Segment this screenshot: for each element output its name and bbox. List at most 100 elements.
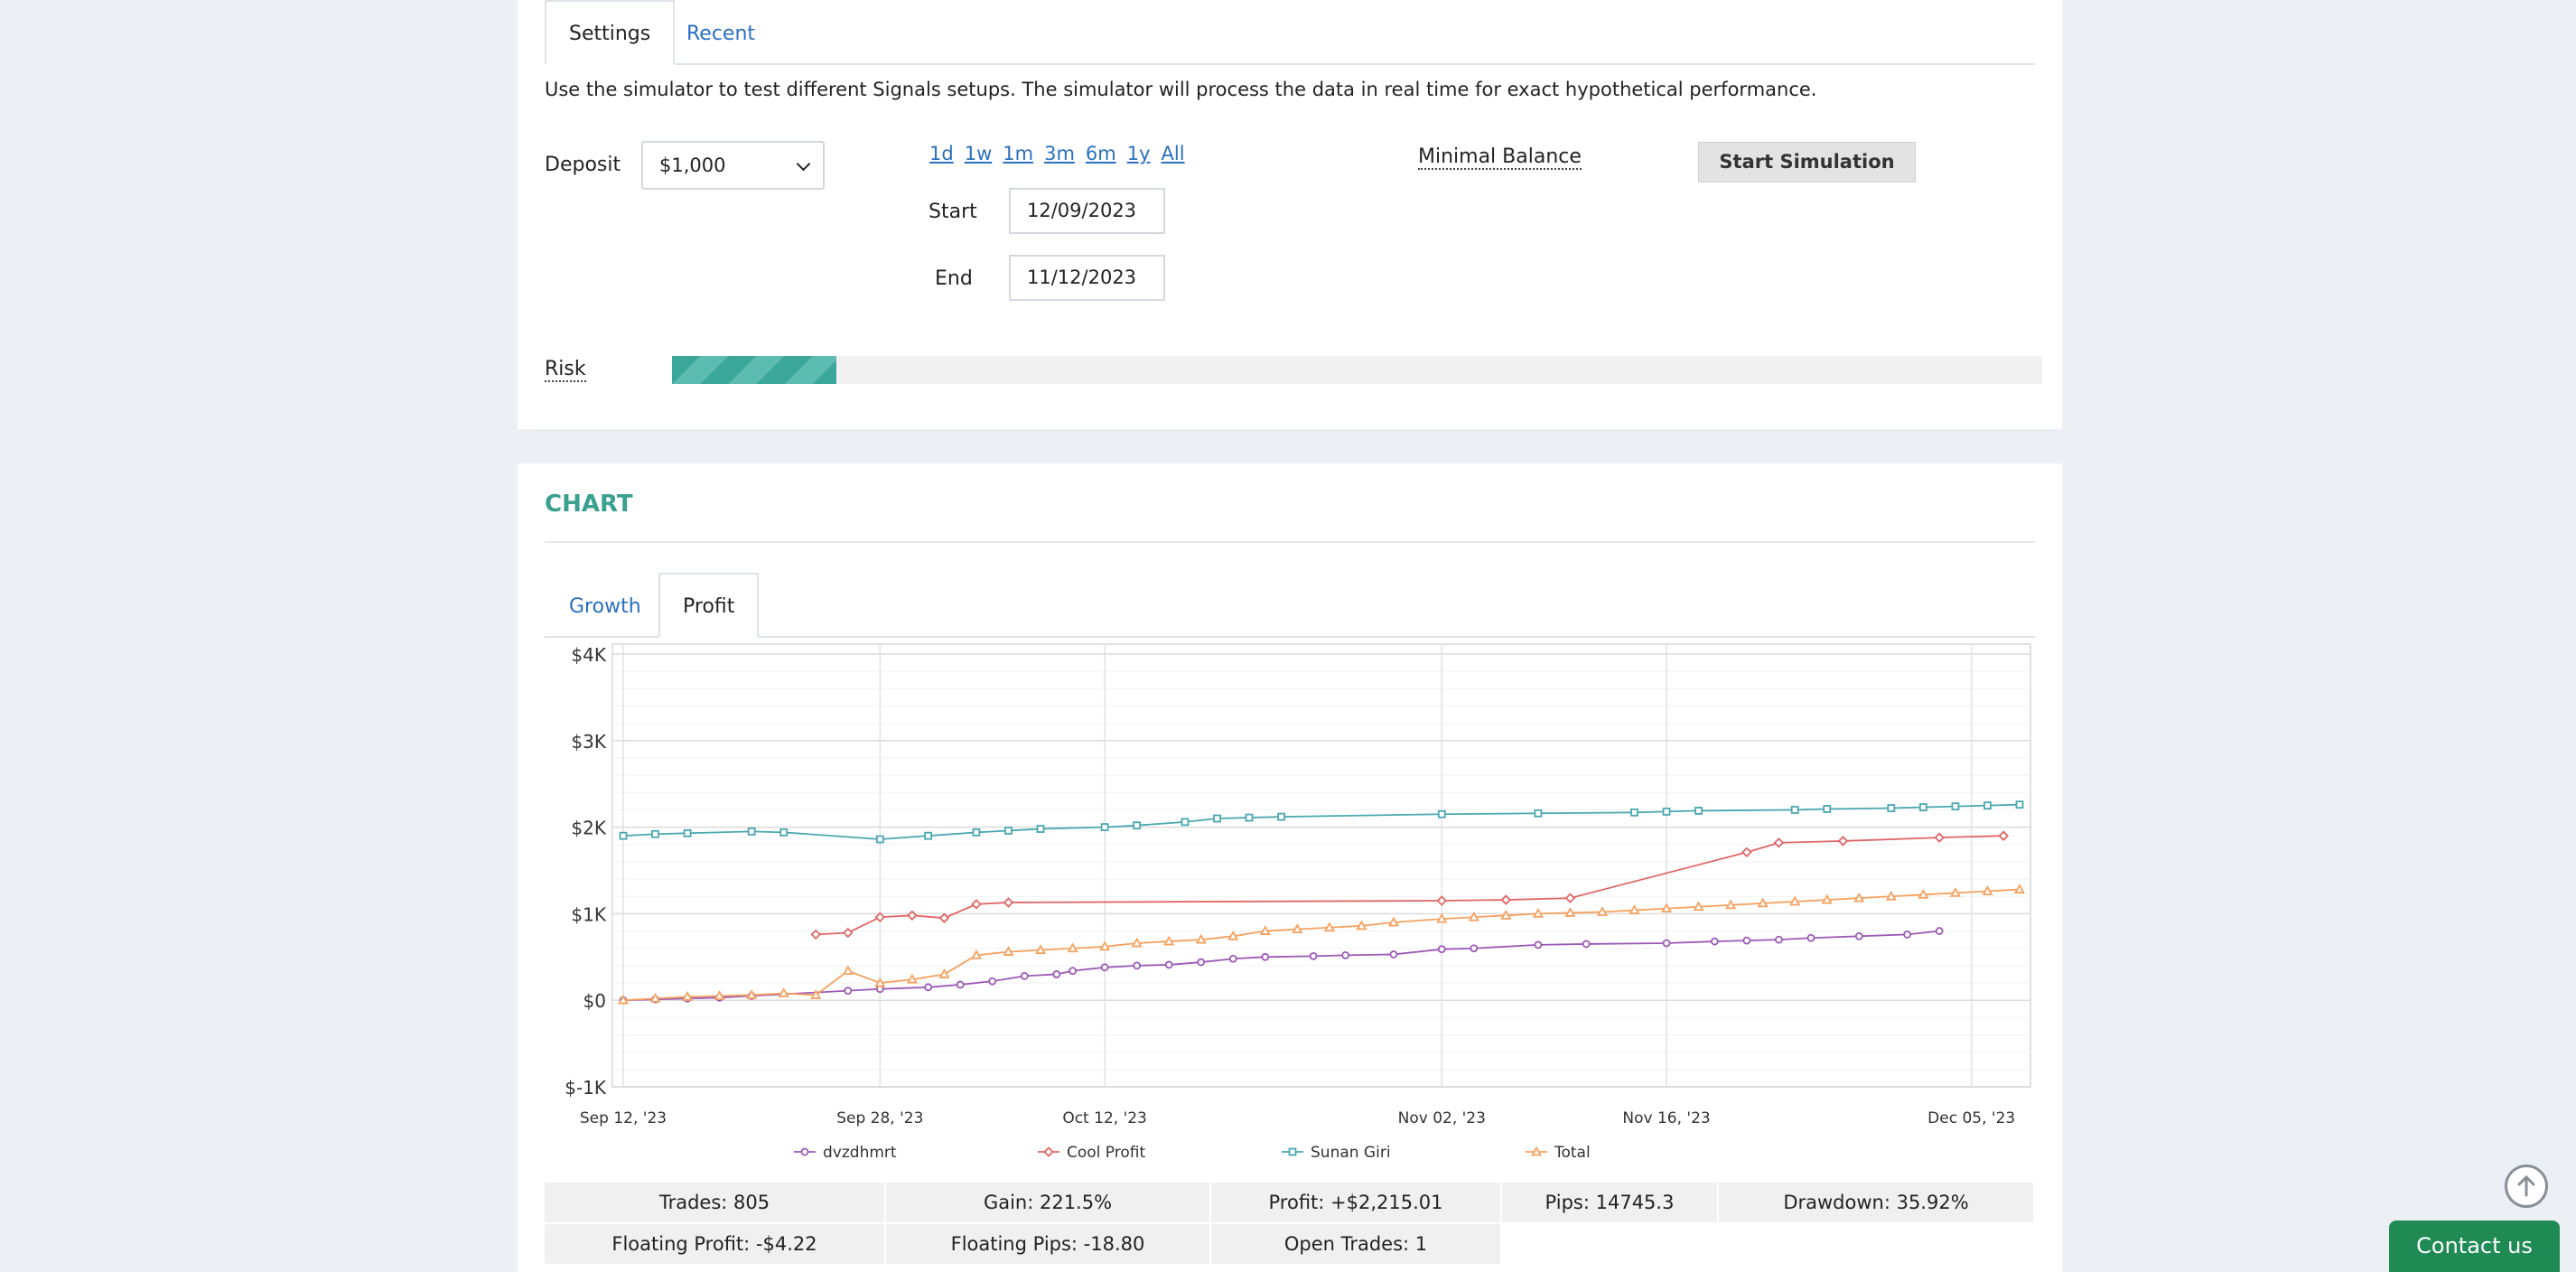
arrow-up-circle-icon[interactable] bbox=[2505, 1164, 2548, 1208]
simulator-description: Use the simulator to test different Sign… bbox=[545, 79, 1817, 100]
data-point-total bbox=[1500, 909, 1512, 920]
period-6m[interactable]: 6m bbox=[1085, 143, 1116, 164]
data-point-sunan-giri bbox=[1951, 802, 1960, 811]
period-1m[interactable]: 1m bbox=[1003, 143, 1034, 164]
data-point-total bbox=[1356, 920, 1367, 931]
data-point-sunan-giri bbox=[1534, 809, 1543, 818]
minimal-balance-label[interactable]: Minimal Balance bbox=[1418, 145, 1582, 170]
data-point-cool-profit bbox=[907, 910, 918, 921]
stats-table: Trades: 805 Gain: 221.5% Profit: +$2,215… bbox=[545, 1183, 2035, 1266]
data-point-sunan-giri bbox=[1630, 808, 1638, 817]
stats-row-1: Trades: 805 Gain: 221.5% Profit: +$2,215… bbox=[545, 1183, 2035, 1224]
data-point-dvzdhmrt bbox=[1742, 936, 1751, 945]
data-point-total bbox=[1661, 903, 1673, 913]
data-point-dvzdhmrt bbox=[924, 983, 933, 992]
risk-label[interactable]: Risk bbox=[545, 358, 586, 382]
data-point-total bbox=[2013, 884, 2026, 893]
data-point-total bbox=[1163, 935, 1175, 946]
chart-tabs: Growth Profit bbox=[545, 569, 2035, 638]
data-point-dvzdhmrt bbox=[1710, 937, 1719, 946]
contact-us-button[interactable]: Contact us bbox=[2389, 1221, 2560, 1272]
data-point-sunan-giri bbox=[1983, 801, 1992, 810]
data-point-total bbox=[874, 977, 886, 987]
data-point-dvzdhmrt bbox=[988, 977, 997, 986]
data-point-total bbox=[1468, 911, 1479, 921]
x-tick-label: Sep 12, '23 bbox=[580, 1109, 667, 1127]
data-point-sunan-giri bbox=[972, 828, 981, 837]
tab-profit[interactable]: Profit bbox=[658, 573, 760, 638]
tab-settings[interactable]: Settings bbox=[545, 0, 676, 65]
data-point-dvzdhmrt bbox=[1261, 952, 1270, 961]
tab-growth[interactable]: Growth bbox=[569, 595, 641, 618]
legend-label: Cool Profit bbox=[1067, 1144, 1145, 1162]
x-tick-label: Oct 12, '23 bbox=[1062, 1109, 1147, 1127]
start-label: Start bbox=[929, 201, 977, 223]
data-point-total bbox=[842, 965, 854, 976]
end-label: End bbox=[935, 267, 973, 290]
data-point-total bbox=[1323, 921, 1335, 932]
data-point-total bbox=[1821, 893, 1833, 904]
data-point-total bbox=[1003, 946, 1014, 956]
data-point-cool-profit bbox=[938, 912, 950, 923]
legend-item-dvzdhmrt: dvzdhmrt bbox=[794, 1144, 897, 1162]
data-point-cool-profit bbox=[1564, 893, 1576, 903]
start-simulation-button[interactable]: Start Simulation bbox=[1698, 142, 1916, 182]
data-point-dvzdhmrt bbox=[1020, 971, 1029, 980]
period-all[interactable]: All bbox=[1161, 143, 1185, 164]
data-point-total bbox=[1885, 890, 1897, 901]
legend-label: Total bbox=[1554, 1144, 1591, 1162]
data-point-total bbox=[1564, 907, 1576, 917]
data-point-cool-profit bbox=[843, 927, 854, 939]
data-point-total bbox=[810, 989, 822, 999]
chart-section-title: CHART bbox=[545, 491, 633, 518]
data-point-sunan-giri bbox=[2015, 800, 2024, 809]
start-date-input[interactable]: 12/09/2023 bbox=[1009, 188, 1165, 234]
period-1y[interactable]: 1y bbox=[1126, 143, 1151, 164]
data-point-sunan-giri bbox=[779, 828, 789, 837]
data-point-total bbox=[1725, 899, 1737, 910]
y-tick-label: $3K bbox=[571, 731, 606, 753]
data-point-dvzdhmrt bbox=[1662, 939, 1671, 948]
legend-item-sunan-giri: Sunan Giri bbox=[1282, 1144, 1391, 1162]
deposit-value: $1,000 bbox=[659, 154, 726, 176]
data-point-total bbox=[1757, 897, 1769, 908]
end-date-input[interactable]: 11/12/2023 bbox=[1009, 255, 1165, 301]
data-point-total bbox=[1259, 925, 1271, 935]
legend-marker bbox=[1043, 1146, 1054, 1157]
data-point-total bbox=[617, 994, 630, 1005]
chart-card: CHART Growth Profit $-1K $0 $1K $2K $3K $4K S… bbox=[518, 463, 2062, 1272]
data-point-sunan-giri bbox=[875, 835, 884, 844]
risk-bar bbox=[672, 356, 2042, 384]
legend-marker bbox=[1530, 1146, 1543, 1156]
data-point-dvzdhmrt bbox=[1854, 931, 1863, 940]
tab-recent[interactable]: Recent bbox=[686, 23, 756, 45]
series-line-sunan-giri bbox=[622, 803, 2021, 840]
data-point-total bbox=[1227, 930, 1239, 940]
data-point-dvzdhmrt bbox=[1470, 944, 1479, 953]
deposit-select[interactable]: $1,000 bbox=[641, 141, 825, 190]
data-point-total bbox=[746, 989, 758, 999]
y-tick-label: $1K bbox=[571, 903, 606, 925]
data-point-sunan-giri bbox=[1918, 803, 1927, 811]
x-tick-label: Dec 05, '23 bbox=[1927, 1109, 2015, 1127]
data-point-sunan-giri bbox=[1694, 806, 1703, 815]
period-1w[interactable]: 1w bbox=[964, 143, 993, 164]
data-point-total bbox=[1532, 908, 1544, 918]
risk-bar-fill bbox=[672, 356, 837, 384]
period-1d[interactable]: 1d bbox=[929, 143, 954, 164]
period-3m[interactable]: 3m bbox=[1044, 143, 1075, 164]
data-point-sunan-giri bbox=[1181, 818, 1190, 827]
data-point-sunan-giri bbox=[1004, 827, 1013, 835]
legend-item-total: Total bbox=[1526, 1144, 1591, 1162]
data-point-total bbox=[1131, 937, 1143, 948]
data-point-total bbox=[970, 949, 982, 959]
data-point-dvzdhmrt bbox=[1052, 970, 1061, 978]
y-tick-label: $0 bbox=[583, 990, 606, 1012]
data-point-total bbox=[1099, 940, 1111, 951]
data-point-sunan-giri bbox=[683, 828, 692, 837]
series-line-total bbox=[622, 888, 2021, 1002]
data-point-sunan-giri bbox=[1437, 809, 1446, 818]
data-point-sunan-giri bbox=[1662, 807, 1671, 816]
data-point-sunan-giri bbox=[747, 827, 756, 836]
data-point-dvzdhmrt bbox=[1775, 935, 1783, 944]
